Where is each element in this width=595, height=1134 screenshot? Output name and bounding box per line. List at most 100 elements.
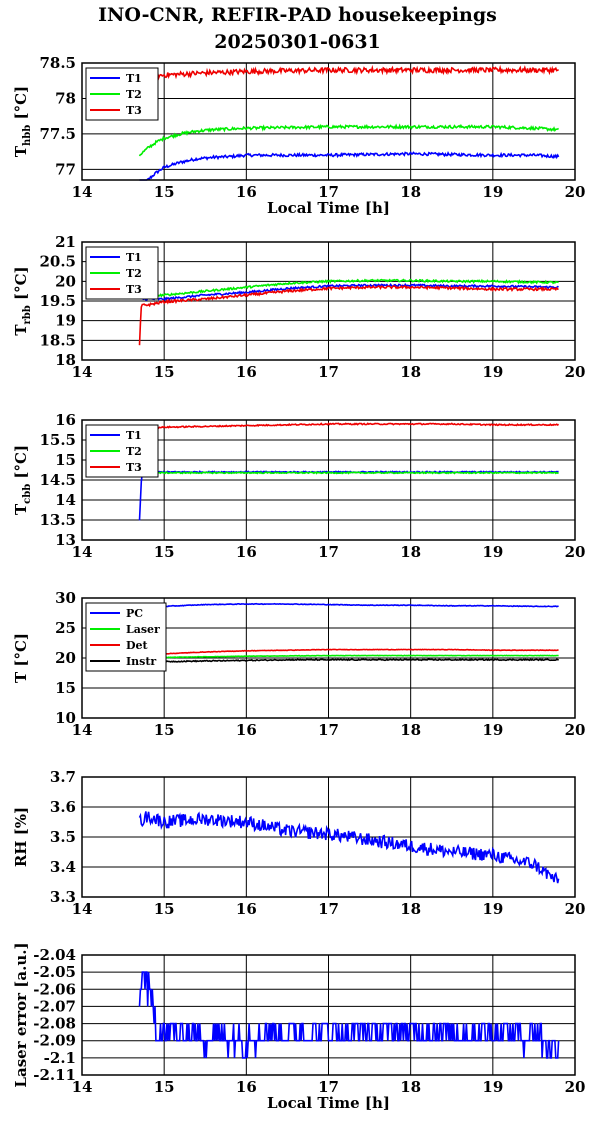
y-tick-label: 13: [55, 531, 76, 549]
x-tick-label: 20: [565, 1078, 586, 1096]
y-axis-label-subscript: hbb: [22, 125, 33, 146]
y-axis-label: Trbb [°C]: [12, 266, 33, 335]
y-tick-label: -2.11: [33, 1066, 76, 1084]
y-axis-label-unit: [°C]: [12, 266, 30, 305]
x-tick-label: 16: [236, 363, 257, 381]
y-tick-label: 20: [55, 272, 76, 290]
series-line-t1: [139, 282, 559, 302]
series-line-t3: [139, 422, 560, 430]
y-tick-label: 3.6: [50, 798, 76, 816]
y-axis-label: Thbb [°C]: [12, 86, 33, 157]
chart-panel-4: 14 15 16 17 18 19 20 10 15 20 25 30 T [°C] PC Laser Det…: [12, 589, 585, 739]
y-tick-label: 19.5: [39, 292, 76, 310]
y-tick-label: 15: [55, 451, 76, 469]
series-line-data: [138, 971, 560, 1059]
x-tick-label: 15: [154, 363, 175, 381]
y-tick-label: 3.4: [50, 858, 76, 876]
y-axis-label-unit: [°C]: [12, 445, 30, 484]
y-tick-label: 30: [55, 589, 76, 607]
x-tick-label: 19: [482, 363, 503, 381]
x-tick-label: 14: [72, 183, 93, 201]
y-tick-label: 25: [55, 619, 76, 637]
x-tick-label: 17: [318, 543, 339, 561]
y-axis-label-subscript: rbb: [22, 305, 33, 324]
y-axis-label-main: T [°C]: [12, 633, 30, 683]
legend-entry: T2: [126, 445, 142, 458]
chart-panel-3: 14 15 16 17 18 19 20 13 13.5 14 14.5 15 15.5 16 Tcbb […: [12, 411, 585, 561]
x-tick-label: 16: [236, 900, 257, 918]
y-axis-label: RH [%]: [12, 807, 30, 867]
y-tick-label: -2.08: [33, 1015, 76, 1033]
x-tick-label: 15: [154, 721, 175, 739]
x-tick-label: 17: [318, 363, 339, 381]
legend-box: [85, 246, 159, 300]
legend-entry: T3: [126, 283, 142, 296]
x-tick-label: 16: [236, 543, 257, 561]
legend-entry: PC: [126, 607, 143, 620]
y-tick-label: 3.7: [50, 768, 76, 786]
y-tick-label: 78: [55, 89, 76, 107]
y-axis-label-main: RH [%]: [12, 807, 30, 867]
x-tick-label: 15: [154, 900, 175, 918]
x-tick-label: 18: [400, 721, 421, 739]
y-axis-label-main: T: [12, 324, 30, 336]
x-tick-label: 19: [482, 1078, 503, 1096]
y-tick-label: -2.04: [33, 946, 76, 964]
y-tick-label: 20.5: [39, 253, 76, 271]
y-axis-label-unit: [°C]: [12, 86, 30, 125]
x-tick-label: 18: [400, 900, 421, 918]
plot-frame: [81, 62, 576, 181]
x-tick-label: 19: [482, 900, 503, 918]
legend-entry: T3: [126, 104, 142, 117]
legend-entry: Instr: [126, 655, 156, 668]
y-tick-label: 15: [55, 679, 76, 697]
series-line-data: [138, 811, 560, 884]
x-tick-label: 16: [236, 1078, 257, 1096]
x-tick-label: 16: [236, 721, 257, 739]
plot-frame: [81, 419, 576, 541]
y-tick-label: -2.07: [33, 997, 76, 1015]
x-tick-label: 19: [482, 183, 503, 201]
chart-panel-6: 14 15 16 17 18 19 20-2.11-2.1-2.09-2.08-2.07-2…: [12, 942, 585, 1112]
y-tick-label: 10: [55, 709, 76, 727]
x-tick-label: 19: [482, 721, 503, 739]
x-tick-label: 14: [72, 1078, 93, 1096]
x-tick-label: 20: [565, 900, 586, 918]
y-tick-label: 18: [55, 351, 76, 369]
x-tick-label: 17: [318, 183, 339, 201]
legend-entry: T3: [126, 461, 142, 474]
y-axis-label: Laser error [a.u.]: [12, 942, 30, 1087]
series-line-t2: [138, 123, 560, 157]
plot-frame: [81, 597, 576, 719]
y-tick-label: 77.5: [39, 125, 76, 143]
series-line-t3: [138, 64, 559, 83]
x-tick-label: 18: [400, 1078, 421, 1096]
series-line-t1: [138, 470, 559, 521]
x-tick-label: 20: [565, 721, 586, 739]
y-axis-label-subscript: cbb: [22, 484, 33, 504]
x-tick-label: 14: [72, 721, 93, 739]
x-tick-label: 17: [318, 900, 339, 918]
y-tick-label: 13.5: [39, 511, 76, 529]
x-tick-label: 20: [565, 183, 586, 201]
legend-entry: Laser: [126, 623, 160, 636]
y-tick-label: 18.5: [39, 331, 76, 349]
plot-frame: [81, 241, 576, 361]
y-tick-label: -2.05: [33, 963, 76, 981]
figure-title-line-2: 20250301-0631: [214, 31, 381, 53]
x-tick-label: 19: [482, 543, 503, 561]
x-tick-label: 18: [400, 363, 421, 381]
y-axis-label-main: Laser error [a.u.]: [12, 942, 30, 1087]
plot-frame: [81, 954, 576, 1076]
series-line-t2: [139, 471, 559, 475]
plot-frame: [81, 776, 576, 898]
x-tick-label: 15: [154, 543, 175, 561]
y-tick-label: 20: [55, 649, 76, 667]
x-tick-label: 16: [236, 183, 257, 201]
series-line-t1: [139, 151, 560, 181]
x-axis-label: Local Time [h]: [267, 1094, 390, 1112]
legend-entry: Det: [126, 639, 149, 652]
x-tick-label: 17: [318, 721, 339, 739]
